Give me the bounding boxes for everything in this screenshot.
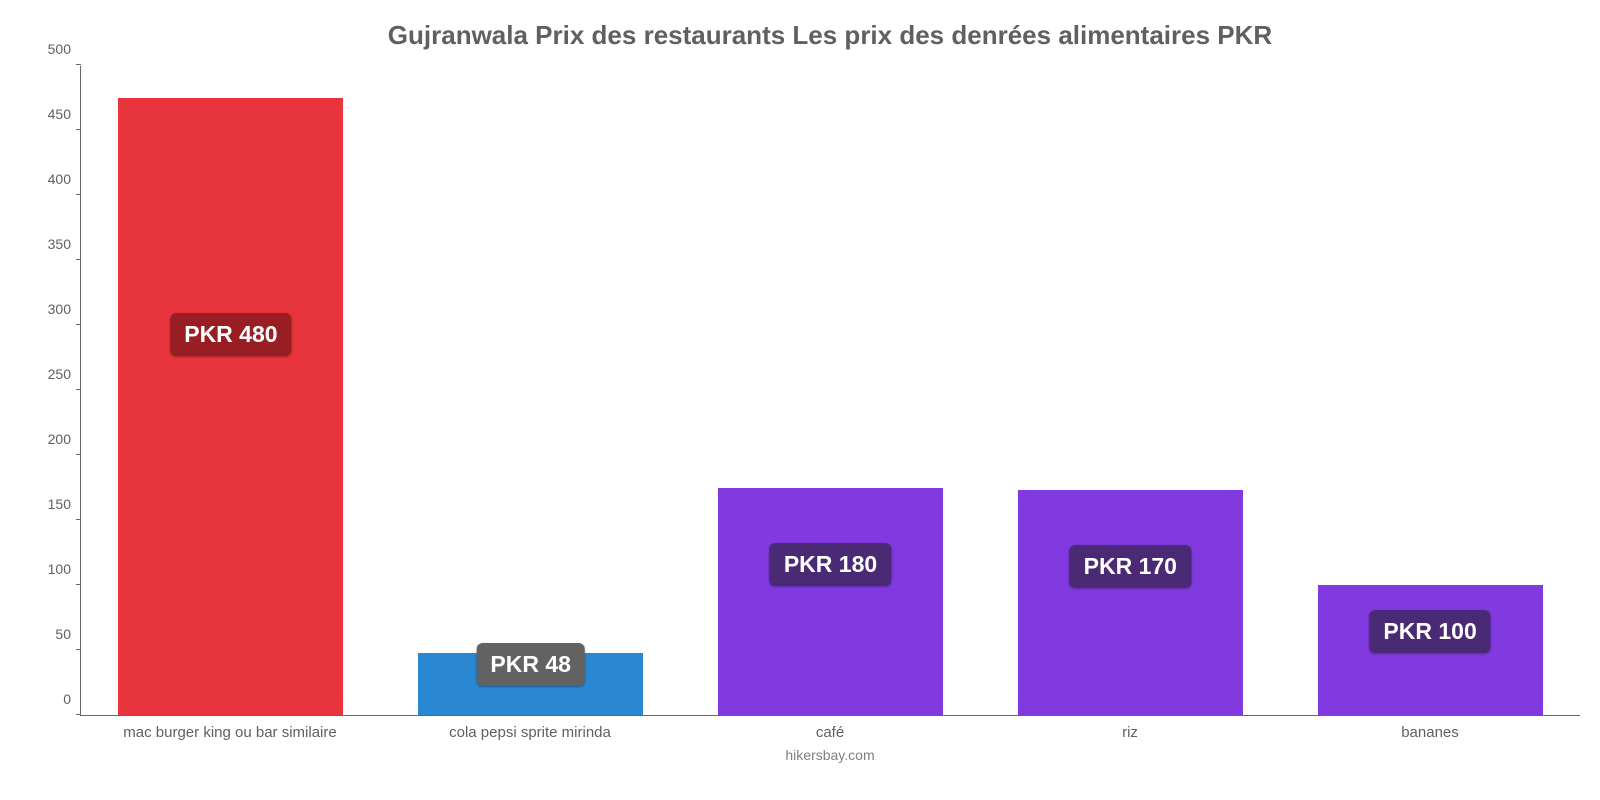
y-tick-label: 50 xyxy=(31,626,71,642)
chart-credit: hikersbay.com xyxy=(80,747,1580,763)
y-tick-label: 500 xyxy=(31,41,71,57)
bar-value-label: PKR 170 xyxy=(1070,545,1191,588)
y-tick-mark xyxy=(76,649,81,650)
x-axis-label: bananes xyxy=(1280,724,1580,741)
x-axis-label: cola pepsi sprite mirinda xyxy=(380,724,680,741)
price-bar-chart: Gujranwala Prix des restaurants Les prix… xyxy=(0,0,1600,800)
bar-value-label: PKR 100 xyxy=(1369,610,1490,653)
y-tick-mark xyxy=(76,519,81,520)
y-tick-mark xyxy=(76,64,81,65)
y-tick-mark xyxy=(76,129,81,130)
bar-value-label: PKR 480 xyxy=(170,313,291,356)
bar-value-label: PKR 180 xyxy=(770,543,891,586)
bar-slot: PKR 170 xyxy=(980,66,1280,715)
x-axis-labels: mac burger king ou bar similairecola pep… xyxy=(80,724,1580,741)
x-axis-label: riz xyxy=(980,724,1280,741)
bar-value-label: PKR 48 xyxy=(476,643,585,686)
y-tick-label: 100 xyxy=(31,561,71,577)
bar-slot: PKR 100 xyxy=(1280,66,1580,715)
chart-title: Gujranwala Prix des restaurants Les prix… xyxy=(80,20,1580,51)
bars-row: PKR 480 PKR 48 PKR 180 PKR 170 PKR 100 xyxy=(81,66,1580,715)
y-tick-mark xyxy=(76,584,81,585)
bar-slot: PKR 180 xyxy=(681,66,981,715)
y-tick-label: 200 xyxy=(31,431,71,447)
x-axis-label: mac burger king ou bar similaire xyxy=(80,724,380,741)
y-tick-label: 450 xyxy=(31,106,71,122)
x-axis-label: café xyxy=(680,724,980,741)
y-tick-label: 250 xyxy=(31,366,71,382)
bar: PKR 170 xyxy=(1018,490,1243,715)
y-tick-mark xyxy=(76,324,81,325)
y-tick-label: 400 xyxy=(31,171,71,187)
bar: PKR 180 xyxy=(718,488,943,716)
y-tick-label: 350 xyxy=(31,236,71,252)
bar: PKR 48 xyxy=(418,653,643,715)
plot-area: PKR 480PKR 48PKR 180PKR 170PKR 100 05010… xyxy=(80,66,1580,716)
y-tick-label: 300 xyxy=(31,301,71,317)
y-tick-label: 150 xyxy=(31,496,71,512)
bar: PKR 100 xyxy=(1318,585,1543,715)
y-tick-mark xyxy=(76,259,81,260)
y-tick-mark xyxy=(76,454,81,455)
y-tick-mark xyxy=(76,194,81,195)
bar-slot: PKR 48 xyxy=(381,66,681,715)
y-tick-mark xyxy=(76,389,81,390)
bar-slot: PKR 480 xyxy=(81,66,381,715)
bar: PKR 480 xyxy=(118,98,343,716)
y-tick-mark xyxy=(76,714,81,715)
y-tick-label: 0 xyxy=(31,691,71,707)
